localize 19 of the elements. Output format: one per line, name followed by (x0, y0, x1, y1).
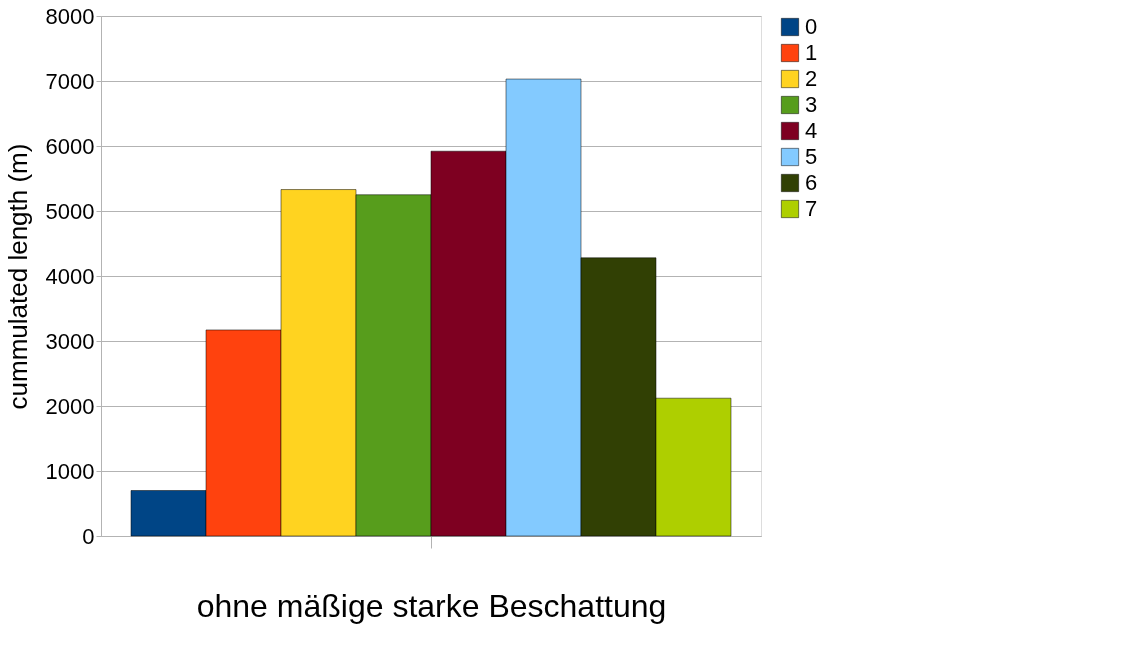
legend-label: 1 (805, 40, 818, 65)
y-tick-label: 8000 (45, 3, 95, 29)
y-tick-label: 5000 (45, 198, 95, 224)
y-axis-title: cummulated length (m) (2, 143, 33, 410)
y-tick-label: 4000 (45, 263, 95, 289)
legend-label: 3 (805, 92, 818, 117)
y-tick-label: 3000 (45, 328, 95, 354)
legend-label: 0 (805, 14, 818, 39)
legend-label: 6 (805, 170, 818, 195)
y-tick-label: 2000 (45, 393, 95, 419)
y-tick-label: 1000 (45, 458, 95, 484)
legend-label: 5 (805, 144, 818, 169)
legend-label: 2 (805, 66, 818, 91)
y-tick-label: 0 (82, 523, 95, 549)
legend-label: 4 (805, 118, 818, 143)
y-tick-label: 7000 (45, 68, 95, 94)
x-axis-title: ohne mäßige starke Beschattung (196, 587, 667, 624)
y-tick-label: 6000 (45, 133, 95, 159)
legend-label: 7 (805, 196, 818, 221)
